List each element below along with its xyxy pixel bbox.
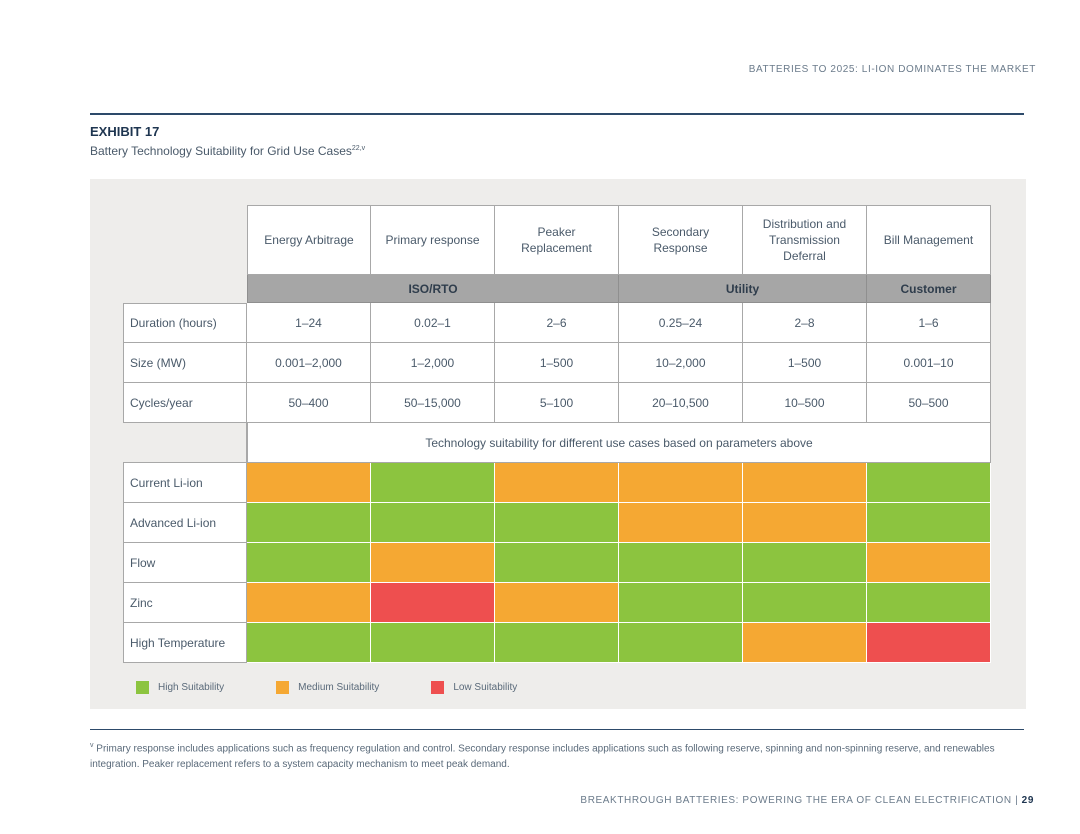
parameter-label: Duration (hours) <box>123 303 247 343</box>
suitability-cell-high <box>247 543 371 583</box>
column-header: Energy Arbitrage <box>247 205 371 275</box>
suitability-cell-high <box>495 503 619 543</box>
suitability-cell-high <box>247 623 371 663</box>
parameter-value: 20–10,500 <box>619 383 743 423</box>
parameter-value: 50–500 <box>867 383 991 423</box>
column-header: Peaker Replacement <box>495 205 619 275</box>
legend-swatch <box>431 681 445 694</box>
parameter-value: 0.001–2,000 <box>247 343 371 383</box>
suitability-cell-high <box>495 543 619 583</box>
suitability-cell-high <box>247 503 371 543</box>
parameter-value: 0.001–10 <box>867 343 991 383</box>
suitability-note: Technology suitability for different use… <box>247 423 991 463</box>
suitability-cell-medium <box>495 583 619 623</box>
suitability-cell-high <box>371 463 495 503</box>
column-header: Distribution and Transmission Deferral <box>743 205 867 275</box>
suitability-cell-high <box>371 503 495 543</box>
technology-label: Current Li-ion <box>123 463 247 503</box>
suitability-cell-medium <box>619 463 743 503</box>
parameter-value: 1–500 <box>743 343 867 383</box>
parameter-label: Cycles/year <box>123 383 247 423</box>
note-blank <box>123 423 247 463</box>
exhibit-title-superscript: 22,v <box>351 145 366 152</box>
running-footer-text: BREAKTHROUGH BATTERIES: POWERING THE ERA… <box>580 795 1019 806</box>
suitability-cell-high <box>867 583 991 623</box>
suitability-cell-high <box>619 543 743 583</box>
footnote-marker: v <box>90 742 94 749</box>
parameter-value: 10–2,000 <box>619 343 743 383</box>
suitability-cell-low <box>867 623 991 663</box>
running-header: BATTERIES TO 2025: LI-ION DOMINATES THE … <box>748 64 1036 75</box>
exhibit-title-text: Battery Technology Suitability for Grid … <box>90 144 352 158</box>
suitability-cell-low <box>371 583 495 623</box>
parameter-value: 50–400 <box>247 383 371 423</box>
group-header: ISO/RTO <box>247 275 619 303</box>
parameter-value: 10–500 <box>743 383 867 423</box>
suitability-cell-medium <box>371 543 495 583</box>
column-header: Secondary Response <box>619 205 743 275</box>
suitability-cell-high <box>867 503 991 543</box>
running-footer: BREAKTHROUGH BATTERIES: POWERING THE ERA… <box>580 795 1034 806</box>
footnote: v Primary response includes applications… <box>90 738 1020 773</box>
page-number: 29 <box>1021 795 1034 806</box>
suitability-cell-medium <box>495 463 619 503</box>
group-header: Customer <box>867 275 991 303</box>
technology-label: Zinc <box>123 583 247 623</box>
group-blank <box>123 275 247 303</box>
column-header: Primary response <box>371 205 495 275</box>
legend-label: High Suitability <box>158 682 225 693</box>
suitability-cell-high <box>743 543 867 583</box>
suitability-cell-medium <box>743 503 867 543</box>
footnote-text: Primary response includes applications s… <box>90 743 995 771</box>
suitability-cell-medium <box>247 583 371 623</box>
suitability-cell-medium <box>743 623 867 663</box>
suitability-cell-high <box>743 583 867 623</box>
parameter-value: 1–2,000 <box>371 343 495 383</box>
parameter-value: 1–500 <box>495 343 619 383</box>
suitability-cell-high <box>619 583 743 623</box>
legend-label: Low Suitability <box>453 682 518 693</box>
group-header: Utility <box>619 275 867 303</box>
parameter-value: 1–24 <box>247 303 371 343</box>
legend-swatch <box>136 681 149 694</box>
exhibit-label: EXHIBIT 17 <box>90 124 160 139</box>
parameter-value: 5–100 <box>495 383 619 423</box>
legend-swatch <box>276 681 290 694</box>
suitability-cell-medium <box>867 543 991 583</box>
legend-item-high: High Suitability <box>136 681 224 694</box>
column-header: Bill Management <box>867 205 991 275</box>
header-rule <box>90 113 1024 115</box>
suitability-cell-medium <box>247 463 371 503</box>
legend-item-low: Low Suitability <box>431 681 517 694</box>
parameter-value: 2–6 <box>495 303 619 343</box>
parameter-label: Size (MW) <box>123 343 247 383</box>
technology-label: Flow <box>123 543 247 583</box>
suitability-cell-high <box>867 463 991 503</box>
parameter-value: 2–8 <box>743 303 867 343</box>
legend: High Suitability Medium Suitability Low Su… <box>136 681 569 694</box>
technology-label: Advanced Li-ion <box>123 503 247 543</box>
suitability-cell-high <box>371 623 495 663</box>
technology-label: High Temperature <box>123 623 247 663</box>
footer-rule <box>90 729 1024 730</box>
legend-label: Medium Suitability <box>298 682 380 693</box>
parameter-value: 0.25–24 <box>619 303 743 343</box>
parameter-value: 0.02–1 <box>371 303 495 343</box>
suitability-cell-high <box>619 623 743 663</box>
suitability-table: Energy Arbitrage Primary response Peaker R… <box>123 205 991 663</box>
corner-blank <box>123 205 247 275</box>
parameter-value: 50–15,000 <box>371 383 495 423</box>
exhibit-title: Battery Technology Suitability for Grid … <box>90 144 365 158</box>
suitability-cell-high <box>495 623 619 663</box>
suitability-cell-medium <box>743 463 867 503</box>
legend-item-medium: Medium Suitability <box>276 681 379 694</box>
parameter-value: 1–6 <box>867 303 991 343</box>
suitability-cell-medium <box>619 503 743 543</box>
